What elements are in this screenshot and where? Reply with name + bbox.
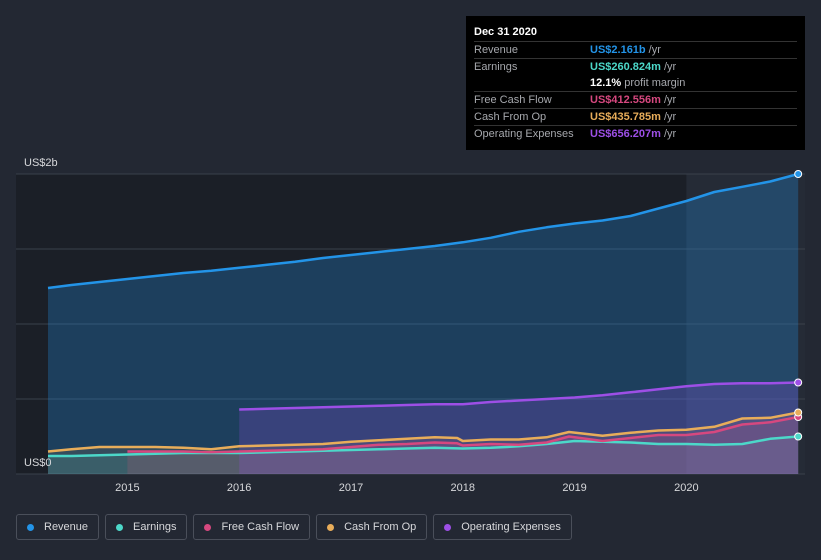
legend-label: Cash From Op bbox=[344, 521, 417, 533]
tooltip-unit: profit margin bbox=[624, 77, 686, 89]
legend: Revenue Earnings Free Cash Flow Cash From O… bbox=[16, 514, 572, 540]
tooltip: Dec 31 2020 Revenue US$2.161b/yr Earnings U… bbox=[466, 16, 805, 150]
legend-label: Revenue bbox=[44, 521, 89, 533]
tooltip-value: US$2.161b bbox=[590, 44, 646, 56]
tooltip-row: Cash From Op US$435.785m/yr bbox=[474, 108, 797, 125]
tooltip-value: US$412.556m bbox=[590, 94, 661, 106]
series-endpoint-revenue bbox=[794, 170, 803, 178]
tooltip-unit: /yr bbox=[663, 94, 677, 106]
tooltip-value: US$260.824m bbox=[590, 61, 661, 73]
legend-label: Operating Expenses bbox=[461, 521, 561, 533]
tooltip-unit: /yr bbox=[663, 61, 677, 73]
legend-label: Free Cash Flow bbox=[221, 521, 300, 533]
legend-item-revenue[interactable]: Revenue bbox=[16, 514, 100, 540]
tooltip-unit: /yr bbox=[663, 128, 677, 140]
series-fill-earnings bbox=[48, 436, 799, 474]
series-endpoint-cash-from-op bbox=[794, 408, 803, 417]
tooltip-label: Cash From Op bbox=[474, 111, 547, 123]
x-axis-ticks: 2015 2016 2017 2018 2019 2020 bbox=[115, 482, 698, 494]
tooltip-row: 12.1% profit margin bbox=[474, 75, 797, 91]
legend-dot-icon bbox=[27, 523, 34, 531]
legend-item-cash-from-op[interactable]: Cash From Op bbox=[316, 514, 428, 540]
tooltip-value: US$435.785m bbox=[590, 111, 661, 123]
tooltip-label: Free Cash Flow bbox=[474, 94, 552, 106]
legend-label: Earnings bbox=[133, 521, 177, 533]
y-axis-top-label: US$2b bbox=[24, 157, 58, 169]
x-tick-label: 2015 bbox=[115, 482, 139, 494]
series-fill-revenue bbox=[48, 174, 799, 474]
grid-lines bbox=[16, 173, 805, 475]
legend-dot-icon bbox=[444, 523, 452, 531]
tooltip-row: Revenue US$2.161b/yr bbox=[474, 41, 797, 58]
tooltip-row: Free Cash Flow US$412.556m/yr bbox=[474, 91, 797, 108]
series-line-cash-from-op bbox=[47, 411, 799, 453]
x-tick-label: 2017 bbox=[339, 482, 363, 494]
legend-item-free-cash-flow[interactable]: Free Cash Flow bbox=[193, 514, 311, 540]
x-tick-label: 2018 bbox=[451, 482, 475, 494]
legend-dot-icon bbox=[116, 523, 124, 531]
series-fill-operating-expenses bbox=[239, 382, 799, 474]
legend-item-operating-expenses[interactable]: Operating Expenses bbox=[433, 514, 572, 540]
tooltip-value: US$656.207m bbox=[590, 128, 661, 140]
legend-dot-icon bbox=[327, 523, 335, 531]
legend-item-earnings[interactable]: Earnings bbox=[105, 514, 188, 540]
series-line-operating-expenses bbox=[239, 381, 799, 411]
tooltip-label: Operating Expenses bbox=[474, 128, 574, 140]
tooltip-label: Earnings bbox=[474, 61, 518, 73]
tooltip-rows: Revenue US$2.161b/yr Earnings US$260.824m/y… bbox=[474, 41, 797, 142]
series-endpoint-operating-expenses bbox=[794, 378, 803, 387]
series-lines bbox=[47, 172, 799, 458]
tooltip-row: Operating Expenses US$656.207m/yr bbox=[474, 125, 797, 142]
tooltip-date: Dec 31 2020 bbox=[474, 26, 537, 38]
series-endpoints bbox=[794, 170, 803, 441]
series-line-earnings bbox=[48, 435, 799, 458]
x-tick-label: 2019 bbox=[562, 482, 586, 494]
tooltip-unit: /yr bbox=[648, 44, 661, 56]
tooltip-label: Revenue bbox=[474, 44, 519, 56]
series-line-free-cash-flow bbox=[127, 415, 799, 454]
x-tick-label: 2020 bbox=[674, 482, 698, 494]
legend-dot-icon bbox=[204, 523, 212, 531]
y-axis-bottom-label: US$0 bbox=[24, 457, 52, 469]
series-line-revenue bbox=[47, 172, 799, 290]
tooltip-row: Earnings US$260.824m/yr bbox=[474, 58, 797, 75]
tooltip-value: 12.1% bbox=[590, 77, 622, 89]
tooltip-unit: /yr bbox=[663, 111, 677, 123]
x-tick-label: 2016 bbox=[227, 482, 251, 494]
series-endpoint-earnings bbox=[794, 432, 803, 441]
